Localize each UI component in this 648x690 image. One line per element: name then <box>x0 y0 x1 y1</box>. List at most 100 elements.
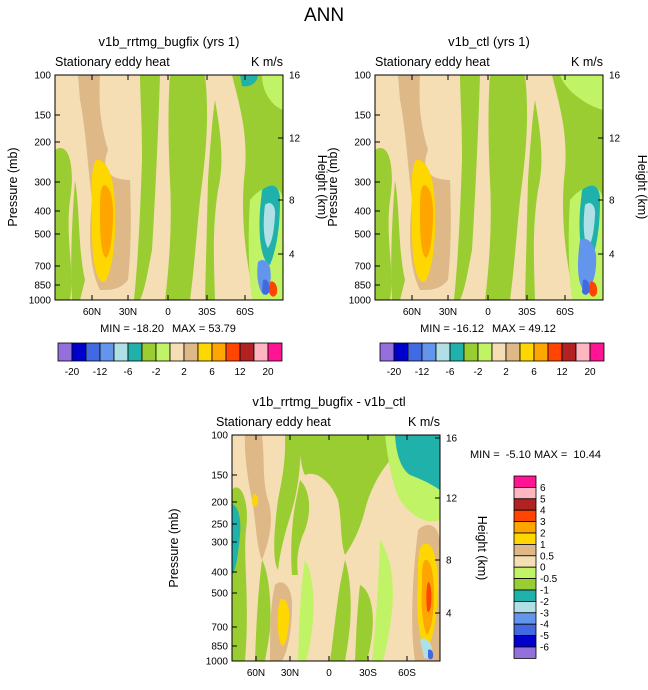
colorbar-label: -1 <box>540 586 549 597</box>
y-tick-label: 400 <box>34 207 51 218</box>
colorbar-label: -20 <box>387 367 402 378</box>
y2-tick-label: 4 <box>609 250 615 261</box>
panel-1-axes: 60N 30N 0 30S 60S 100 150 200 300 400 500 700 850 100… <box>29 71 301 319</box>
y2-tick-label: 16 <box>446 434 458 445</box>
colorbar-box <box>477 342 493 362</box>
panel-2-contours <box>375 75 603 300</box>
colorbar-box <box>519 342 535 362</box>
panel-1-y2label: Height (km) <box>315 155 329 220</box>
colorbar-box <box>513 521 537 534</box>
x-tick-label: 30S <box>518 307 536 318</box>
colorbar-box <box>513 646 537 659</box>
colorbar-label: -2 <box>474 367 483 378</box>
y-tick-label: 150 <box>354 111 371 122</box>
colorbar-label: -6 <box>540 643 549 654</box>
panel-1-frame <box>54 74 284 301</box>
y-tick-label: 400 <box>211 568 228 579</box>
colorbar-label: 0.5 <box>540 551 554 562</box>
colorbar-box <box>491 342 507 362</box>
colorbar-box <box>513 612 537 625</box>
colorbar-box <box>393 342 409 362</box>
y-tick-label: 500 <box>354 230 371 241</box>
panel-2-min: MIN = -16.12 <box>420 323 484 335</box>
y2-tick-label: 8 <box>289 196 295 207</box>
colorbar-box <box>561 342 577 362</box>
panel-2-title: v1b_ctl (yrs 1) <box>448 34 530 49</box>
y-tick-label: 500 <box>211 589 228 600</box>
panel-1-title: v1b_rrtmg_bugfix (yrs 1) <box>99 34 240 49</box>
x-tick-label: 0 <box>485 307 491 318</box>
x-tick-label: 60S <box>398 668 416 679</box>
y-tick-label: 850 <box>34 281 51 292</box>
colorbar-box <box>421 342 437 362</box>
colorbar-box <box>85 342 101 362</box>
colorbar-label: 4 <box>540 506 546 517</box>
colorbar-label: -2 <box>152 367 161 378</box>
y-tick-label: 850 <box>211 642 228 653</box>
colorbar-box <box>513 578 537 591</box>
colorbar-box <box>589 342 605 362</box>
panel-1-left-label: Stationary eddy heat <box>55 55 170 69</box>
colorbar-label: 6 <box>531 367 537 378</box>
colorbar-box <box>513 498 537 511</box>
panel-3-contours <box>232 435 440 661</box>
colorbar-box <box>513 486 537 500</box>
y-tick-label: 700 <box>34 262 51 273</box>
y-tick-label: 150 <box>34 111 51 122</box>
x-tick-label: 60N <box>403 307 421 318</box>
panel-3-frame <box>231 434 441 662</box>
x-tick-label: 30S <box>359 668 377 679</box>
colorbar-box <box>575 342 591 362</box>
colorbar-label: 20 <box>584 367 596 378</box>
y-tick-label: 100 <box>211 431 228 442</box>
colorbar-label: 2 <box>181 367 187 378</box>
colorbar-label: 6 <box>540 483 546 494</box>
y-tick-label: 1000 <box>349 296 372 307</box>
colorbar-box <box>463 342 479 362</box>
y-tick-label: 200 <box>34 138 51 149</box>
panel-3: v1b_rrtmg_bugfix - v1b_ctl Stationary ed… <box>167 394 601 679</box>
panel-3-ylabel: Pressure (mb) <box>167 508 181 587</box>
panel-3-left-label: Stationary eddy heat <box>216 415 331 429</box>
panel-2: v1b_ctl (yrs 1) Stationary eddy heat K m… <box>326 34 648 335</box>
colorbar-label: 2 <box>503 367 509 378</box>
y-tick-label: 250 <box>211 520 228 531</box>
colorbar-box <box>253 342 269 362</box>
panel-1-units: K m/s <box>251 55 283 69</box>
y-tick-label: 300 <box>34 178 51 189</box>
colorbar-box <box>127 342 143 362</box>
panel-1-contours <box>55 75 283 300</box>
y-tick-label: 100 <box>354 71 371 82</box>
panel-2-units: K m/s <box>571 55 603 69</box>
x-tick-label: 0 <box>165 307 171 318</box>
panel-3-axes: 60N 30N 0 30S 60S 100 150 200 250 300 400 500 700 850… <box>206 431 458 680</box>
colorbar-box <box>57 342 73 362</box>
colorbar-label: -20 <box>65 367 80 378</box>
colorbar-box <box>435 342 451 362</box>
colorbar-box <box>547 342 563 362</box>
panel-1-max: MAX = 53.79 <box>172 323 236 335</box>
y-tick-label: 200 <box>354 138 371 149</box>
colorbar-box <box>513 635 537 648</box>
y-tick-label: 1000 <box>206 657 229 668</box>
colorbar-box <box>141 342 157 362</box>
colorbar-label: -4 <box>540 620 549 631</box>
panel-2-max: MAX = 49.12 <box>492 323 556 335</box>
panel-2-y2label: Height (km) <box>635 155 648 220</box>
x-tick-label: 60S <box>236 307 254 318</box>
x-tick-label: 60S <box>556 307 574 318</box>
y2-tick-label: 16 <box>609 71 621 82</box>
panel-2-axes: 60N 30N 0 30S 60S 100 150 200 300 400 500 700 850 100… <box>349 71 621 319</box>
y-tick-label: 400 <box>354 207 371 218</box>
x-tick-label: 30S <box>198 307 216 318</box>
y-tick-label: 700 <box>211 623 228 634</box>
colorbar-right: -20 -12 -6 -2 2 6 12 20 <box>379 342 605 378</box>
colorbar-label: 3 <box>540 517 546 528</box>
panel-3-max: MAX = 10.44 <box>534 449 601 461</box>
y2-tick-label: 12 <box>609 134 621 145</box>
colorbar-label: -12 <box>93 367 108 378</box>
colorbar-box <box>533 342 549 362</box>
